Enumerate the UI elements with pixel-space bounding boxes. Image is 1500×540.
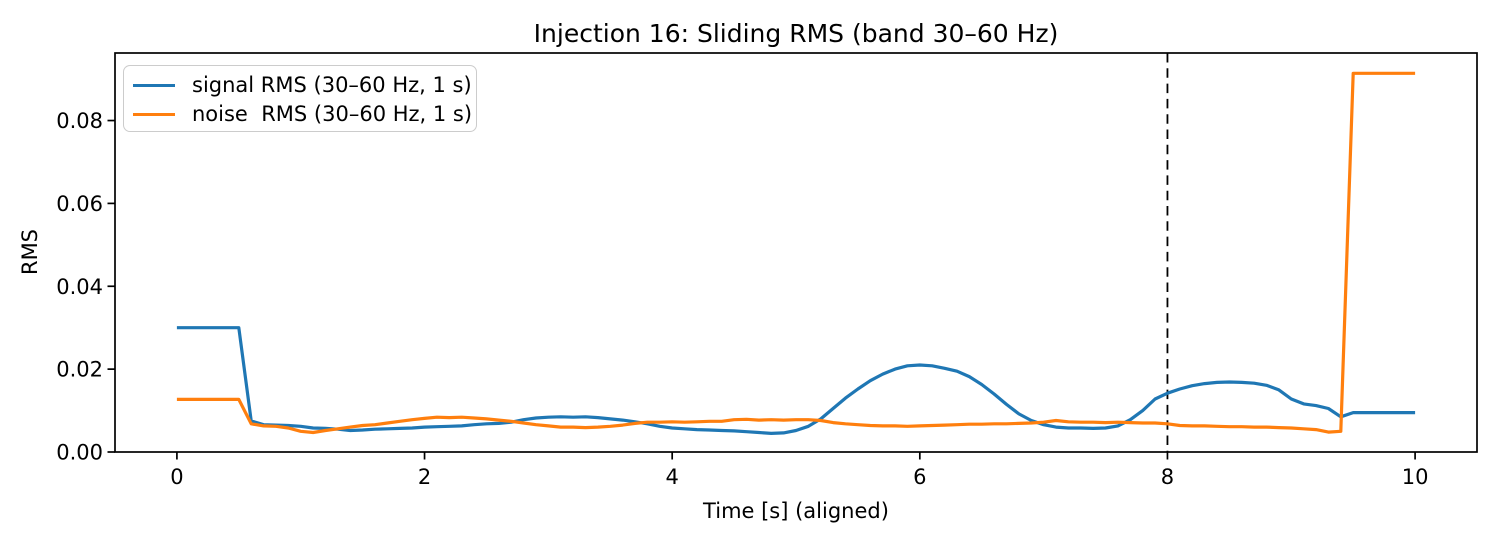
y-tick-label: 0.06: [56, 192, 103, 216]
x-tick-label: 10: [1402, 465, 1429, 489]
x-axis-label: Time [s] (aligned): [703, 499, 889, 523]
y-axis-label: RMS: [18, 228, 42, 276]
legend: signal RMS (30–60 Hz, 1 s) noise RMS (30…: [123, 65, 477, 132]
chart-title: Injection 16: Sliding RMS (band 30–60 Hz…: [533, 19, 1059, 48]
noise-rms-line: [176, 71, 1416, 435]
y-tick-label: 0.08: [56, 109, 103, 133]
signal-rms-line: [176, 326, 1416, 435]
y-tick-label: 0.04: [56, 275, 103, 299]
noise-line-swatch: [133, 112, 175, 117]
signal-line-swatch: [133, 83, 175, 88]
x-tick-label: 8: [1161, 465, 1174, 489]
x-tick-label: 6: [913, 465, 926, 489]
legend-entry-signal: signal RMS (30–60 Hz, 1 s): [133, 71, 476, 100]
x-tick-label: 2: [418, 465, 431, 489]
legend-label-noise: noise RMS (30–60 Hz, 1 s): [192, 102, 473, 126]
y-tick-label: 0.00: [56, 441, 103, 465]
legend-entry-noise: noise RMS (30–60 Hz, 1 s): [133, 100, 476, 129]
x-tick-label: 4: [665, 465, 678, 489]
legend-label-signal: signal RMS (30–60 Hz, 1 s): [192, 73, 472, 97]
y-tick-label: 0.02: [56, 358, 103, 382]
x-tick-label: 0: [170, 465, 183, 489]
axes-frame: [114, 52, 1478, 453]
